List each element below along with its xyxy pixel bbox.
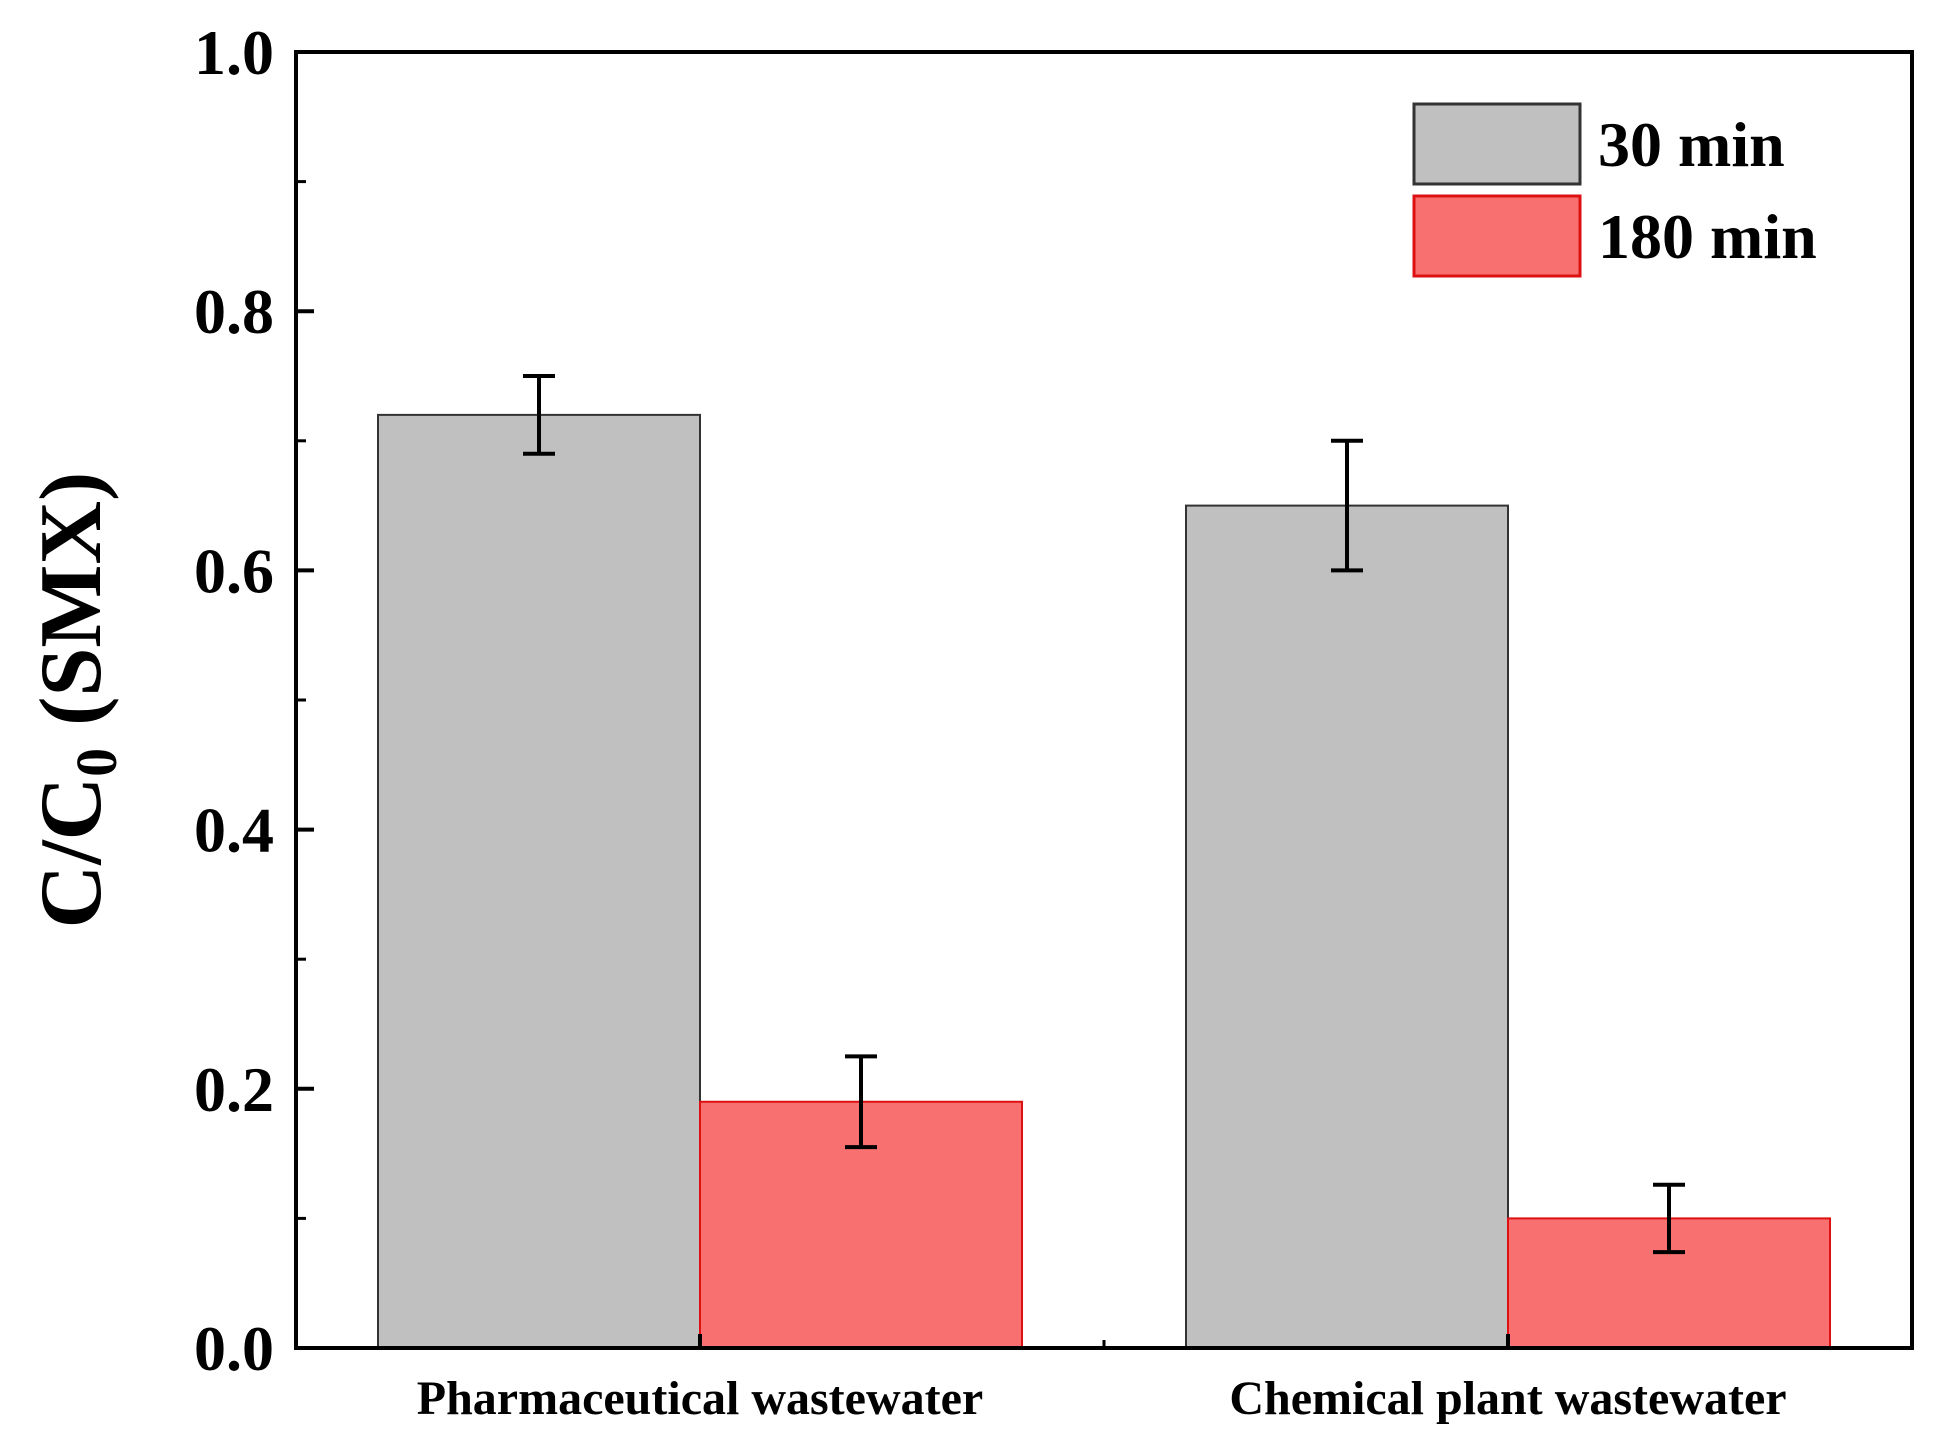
error-bar-180-min-pharmaceutical-wastewater [845, 1054, 877, 1150]
y-tick-label: 1.0 [194, 17, 274, 88]
x-category-label: Chemical plant wastewater [1229, 1372, 1786, 1425]
bars-layer [377, 413, 1831, 1350]
error-bar-180-min-chemical-plant-wastewater [1653, 1182, 1685, 1255]
error-bar-30-min-chemical-plant-wastewater [1331, 438, 1363, 573]
bar-30-min-chemical-plant-wastewater [1185, 504, 1509, 1350]
axis-ticks [296, 50, 1510, 1350]
y-tick-label: 0.0 [194, 1313, 274, 1384]
x-category-labels: Pharmaceutical wastewater Chemical plant … [417, 1372, 1787, 1425]
error-bar-30-min-pharmaceutical-wastewater [523, 374, 555, 456]
y-tick-label: 0.4 [194, 795, 274, 866]
y-axis-title: C/C0 (SMX) [23, 472, 129, 929]
error-bars-layer [523, 374, 1685, 1255]
legend-swatch-180-min [1412, 194, 1582, 278]
legend: 30 min 180 min [1412, 102, 1817, 278]
y-tick-labels: 0.0 0.2 0.4 0.6 0.8 1.0 [194, 17, 274, 1384]
y-tick-label: 0.6 [194, 535, 274, 606]
y-tick-label: 0.2 [194, 1054, 274, 1125]
legend-label-30-min: 30 min [1598, 109, 1785, 180]
x-category-label: Pharmaceutical wastewater [417, 1372, 983, 1425]
y-tick-label: 0.8 [194, 276, 274, 347]
legend-label-180-min: 180 min [1598, 201, 1817, 272]
legend-swatch-30-min [1412, 102, 1582, 186]
bar-30-min-pharmaceutical-wastewater [377, 413, 701, 1349]
